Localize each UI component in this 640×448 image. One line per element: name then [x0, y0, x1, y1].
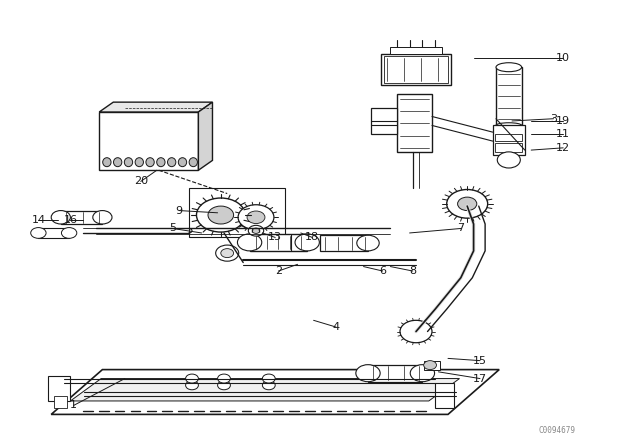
- Bar: [390, 47, 442, 54]
- Polygon shape: [99, 102, 212, 112]
- Ellipse shape: [135, 158, 143, 167]
- Text: 19: 19: [556, 116, 570, 126]
- Circle shape: [262, 381, 275, 390]
- Text: 3: 3: [550, 114, 557, 124]
- Text: 4: 4: [332, 322, 340, 332]
- Circle shape: [208, 206, 234, 224]
- Text: 10: 10: [556, 53, 570, 63]
- Text: C0094679: C0094679: [538, 426, 575, 435]
- Ellipse shape: [157, 158, 165, 167]
- Bar: [99, 112, 198, 170]
- Circle shape: [218, 381, 230, 390]
- Bar: [250, 234, 307, 251]
- Circle shape: [93, 211, 112, 224]
- Bar: [424, 361, 440, 370]
- Bar: [397, 94, 432, 152]
- Bar: [54, 396, 67, 408]
- Bar: [371, 108, 397, 134]
- Circle shape: [221, 249, 234, 258]
- Circle shape: [248, 225, 264, 236]
- Text: 16: 16: [63, 215, 77, 224]
- Bar: [435, 383, 454, 408]
- Circle shape: [424, 361, 436, 370]
- Circle shape: [237, 234, 262, 251]
- Text: 20: 20: [134, 177, 148, 186]
- Bar: [48, 376, 70, 401]
- Polygon shape: [51, 370, 499, 414]
- Text: 13: 13: [268, 233, 282, 242]
- Ellipse shape: [496, 63, 522, 72]
- Circle shape: [497, 152, 520, 168]
- Polygon shape: [70, 379, 460, 401]
- Circle shape: [216, 245, 239, 261]
- Ellipse shape: [179, 158, 187, 167]
- Circle shape: [51, 211, 70, 224]
- Circle shape: [218, 374, 230, 383]
- Text: 17: 17: [473, 374, 487, 383]
- Text: 14: 14: [31, 215, 45, 224]
- Text: 11: 11: [556, 129, 570, 139]
- Bar: [384, 56, 448, 83]
- Text: 1: 1: [70, 401, 77, 410]
- Circle shape: [31, 228, 46, 238]
- Circle shape: [356, 365, 380, 382]
- Text: 18: 18: [305, 233, 319, 242]
- Circle shape: [458, 197, 477, 211]
- Ellipse shape: [113, 158, 122, 167]
- Text: 6: 6: [380, 266, 386, 276]
- Polygon shape: [198, 102, 212, 170]
- Text: 7: 7: [457, 224, 465, 233]
- Ellipse shape: [124, 158, 132, 167]
- Circle shape: [61, 228, 77, 238]
- Bar: [368, 365, 422, 382]
- Text: 5: 5: [170, 224, 176, 233]
- Circle shape: [295, 234, 319, 251]
- Circle shape: [247, 211, 265, 224]
- Bar: [495, 134, 522, 141]
- Circle shape: [410, 365, 435, 382]
- Ellipse shape: [168, 158, 176, 167]
- Circle shape: [262, 374, 275, 383]
- Bar: [320, 235, 368, 251]
- Circle shape: [447, 190, 488, 218]
- Ellipse shape: [103, 158, 111, 167]
- Bar: [495, 143, 522, 152]
- Text: 8: 8: [409, 266, 417, 276]
- Circle shape: [400, 320, 432, 343]
- Ellipse shape: [146, 158, 154, 167]
- Text: 2: 2: [275, 266, 282, 276]
- Circle shape: [238, 205, 274, 230]
- Text: 9: 9: [175, 206, 183, 215]
- Text: 15: 15: [473, 356, 487, 366]
- Bar: [496, 67, 522, 125]
- Circle shape: [186, 374, 198, 383]
- Circle shape: [357, 235, 380, 251]
- Bar: [61, 211, 102, 224]
- Bar: [381, 54, 451, 85]
- Ellipse shape: [189, 158, 197, 167]
- Ellipse shape: [496, 123, 522, 128]
- Circle shape: [186, 381, 198, 390]
- Bar: [38, 228, 69, 238]
- Circle shape: [252, 228, 260, 233]
- Circle shape: [196, 198, 245, 232]
- Bar: [493, 125, 525, 155]
- Text: 12: 12: [556, 143, 570, 153]
